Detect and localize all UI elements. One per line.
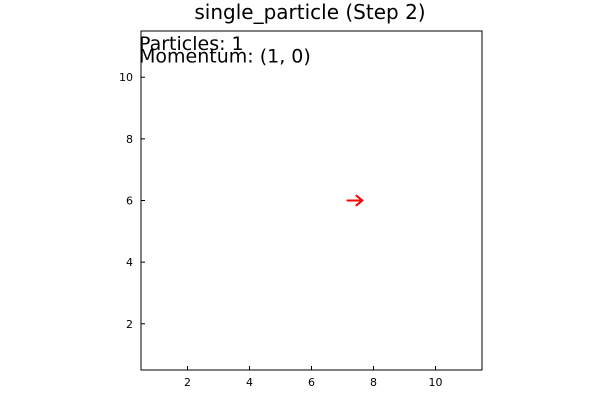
chart-title: single_particle (Step 2) (194, 0, 425, 24)
x-tick-label: 8 (370, 376, 377, 389)
particles-annotation: Particles: 1 (139, 33, 244, 55)
y-tick-label: 10 (119, 71, 133, 84)
momentum-annotation: Momentum: (1, 0) (139, 45, 311, 67)
particle-arrow (346, 194, 364, 207)
x-tick-label: 10 (429, 376, 443, 389)
plot-area (140, 30, 483, 371)
data-layer (346, 194, 364, 207)
x-tick-label: 2 (184, 376, 191, 389)
y-tick-label: 8 (126, 133, 133, 146)
x-tick-label: 4 (246, 376, 253, 389)
x-tick-label: 6 (308, 376, 315, 389)
y-tick-label: 6 (126, 195, 133, 208)
y-tick-label: 2 (126, 318, 133, 331)
y-axis: 2 4 6 8 10 (119, 71, 145, 331)
x-axis: 2 4 6 8 10 (184, 366, 443, 389)
y-tick-label: 4 (126, 256, 133, 269)
